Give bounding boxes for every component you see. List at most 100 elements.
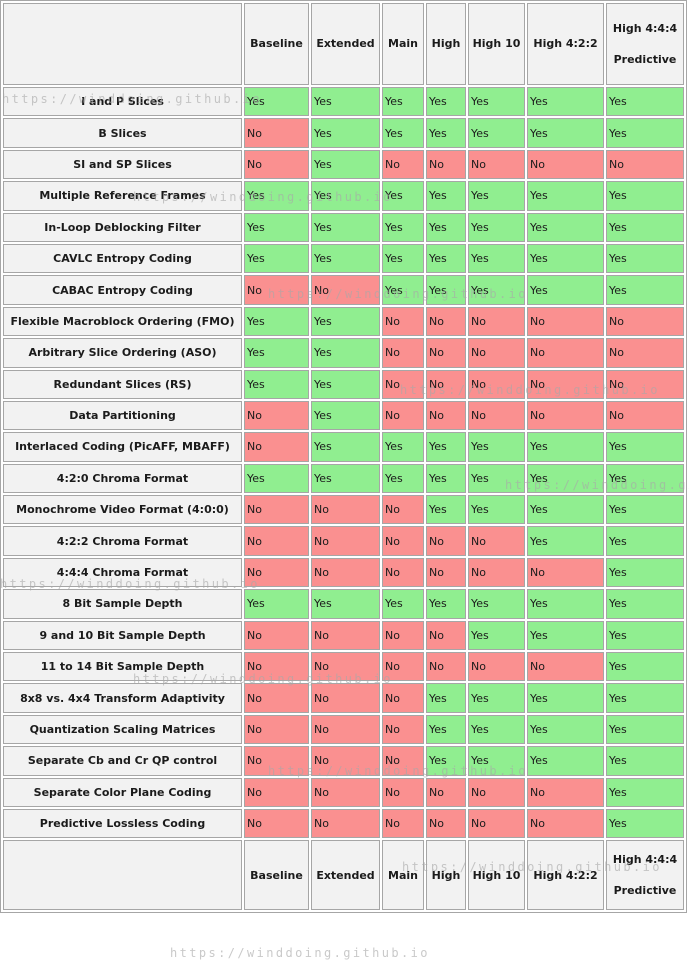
value-cell: Yes <box>527 432 604 462</box>
value-cell: Yes <box>311 369 380 399</box>
value-cell: Yes <box>606 275 684 305</box>
feature-label-cell: B Slices <box>3 118 242 148</box>
column-header-high-10: High 10 <box>468 840 525 911</box>
value-cell: Yes <box>527 589 604 619</box>
value-cell: Yes <box>426 87 466 117</box>
value-cell: Yes <box>468 746 525 776</box>
value-cell: No <box>527 149 604 180</box>
value-cell: Yes <box>311 338 380 368</box>
value-cell: No <box>468 808 525 839</box>
value-cell: No <box>426 620 466 651</box>
value-cell: No <box>244 526 309 556</box>
value-cell: No <box>527 777 604 807</box>
column-header-high: High <box>426 3 466 85</box>
feature-label-cell: Data Partitioning <box>3 400 242 431</box>
value-cell: Yes <box>244 212 309 242</box>
value-cell: No <box>426 808 466 839</box>
value-cell: No <box>311 652 380 682</box>
value-cell: Yes <box>606 87 684 117</box>
value-cell: Yes <box>426 243 466 274</box>
value-cell: Yes <box>382 432 424 462</box>
value-cell: Yes <box>606 463 684 494</box>
value-cell: Yes <box>606 526 684 556</box>
value-cell: No <box>382 306 424 337</box>
value-cell: Yes <box>468 620 525 651</box>
table-row: 4:2:0 Chroma Format Yes Yes Yes Yes Yes Yes Yes <box>3 463 684 494</box>
value-cell: No <box>527 557 604 588</box>
value-cell: Yes <box>244 589 309 619</box>
value-cell: Yes <box>311 87 380 117</box>
value-cell: Yes <box>244 463 309 494</box>
value-cell: No <box>382 746 424 776</box>
value-cell: Yes <box>606 777 684 807</box>
value-cell: Yes <box>606 495 684 525</box>
value-cell: Yes <box>606 808 684 839</box>
table-row: Quantization Scaling Matrices No No No Yes Ye… <box>3 714 684 745</box>
feature-label-cell: CAVLC Entropy Coding <box>3 243 242 274</box>
value-cell: Yes <box>527 118 604 148</box>
value-cell: Yes <box>426 212 466 242</box>
value-cell: Yes <box>527 463 604 494</box>
value-cell: No <box>311 777 380 807</box>
value-cell: Yes <box>527 526 604 556</box>
value-cell: No <box>382 557 424 588</box>
value-cell: Yes <box>468 243 525 274</box>
table-row: In-Loop Deblocking Filter Yes Yes Yes Yes Yes… <box>3 212 684 242</box>
value-cell: No <box>244 495 309 525</box>
value-cell: No <box>426 526 466 556</box>
column-header-high-4-4-4: High 4:4:4 Predictive <box>606 3 684 85</box>
value-cell: No <box>382 526 424 556</box>
table-row: Separate Cb and Cr QP control No No No Yes Ye… <box>3 746 684 776</box>
corner-cell <box>3 840 242 911</box>
value-cell: Yes <box>244 306 309 337</box>
value-cell: No <box>527 400 604 431</box>
value-cell: Yes <box>527 495 604 525</box>
feature-label-cell: Interlaced Coding (PicAFF, MBAFF) <box>3 432 242 462</box>
value-cell: No <box>311 746 380 776</box>
value-cell: Yes <box>606 212 684 242</box>
value-cell: Yes <box>468 275 525 305</box>
value-cell: Yes <box>527 181 604 211</box>
feature-label-cell: 4:4:4 Chroma Format <box>3 557 242 588</box>
column-header-high: High <box>426 840 466 911</box>
value-cell: Yes <box>244 369 309 399</box>
column-header-high-4-2-2: High 4:2:2 <box>527 3 604 85</box>
value-cell: Yes <box>382 243 424 274</box>
value-cell: Yes <box>311 212 380 242</box>
value-cell: No <box>382 620 424 651</box>
column-header-baseline: Baseline <box>244 3 309 85</box>
table-row: Arbitrary Slice Ordering (ASO) Yes Yes No No… <box>3 338 684 368</box>
column-header-high-4-2-2: High 4:2:2 <box>527 840 604 911</box>
value-cell: Yes <box>426 746 466 776</box>
value-cell: Yes <box>606 432 684 462</box>
table-row: Interlaced Coding (PicAFF, MBAFF) No Yes Ye… <box>3 432 684 462</box>
value-cell: Yes <box>606 714 684 745</box>
value-cell: Yes <box>527 746 604 776</box>
value-cell: No <box>244 275 309 305</box>
value-cell: Yes <box>311 306 380 337</box>
value-cell: No <box>527 369 604 399</box>
value-cell: No <box>244 400 309 431</box>
value-cell: No <box>606 400 684 431</box>
value-cell: Yes <box>311 589 380 619</box>
column-header-label: High 4:4:4 <box>612 853 678 867</box>
value-cell: Yes <box>606 243 684 274</box>
table-row: B Slices No Yes Yes Yes Yes Yes Yes <box>3 118 684 148</box>
value-cell: No <box>382 714 424 745</box>
value-cell: Yes <box>426 714 466 745</box>
feature-label-cell: 4:2:0 Chroma Format <box>3 463 242 494</box>
feature-label-cell: Quantization Scaling Matrices <box>3 714 242 745</box>
table-row: Separate Color Plane Coding No No No No No No Y… <box>3 777 684 807</box>
value-cell: Yes <box>311 118 380 148</box>
value-cell: No <box>244 432 309 462</box>
column-header-baseline: Baseline <box>244 840 309 911</box>
value-cell: No <box>426 149 466 180</box>
value-cell: Yes <box>606 118 684 148</box>
value-cell: No <box>311 526 380 556</box>
feature-label-cell: Arbitrary Slice Ordering (ASO) <box>3 338 242 368</box>
column-header-label: High 4:4:4 <box>612 21 678 35</box>
column-header-label: High 10 <box>472 868 521 882</box>
table-row: 9 and 10 Bit Sample Depth No No No No Yes Yes Y… <box>3 620 684 651</box>
table-row: CABAC Entropy Coding No No Yes Yes Yes Yes Yes <box>3 275 684 305</box>
value-cell: No <box>311 620 380 651</box>
